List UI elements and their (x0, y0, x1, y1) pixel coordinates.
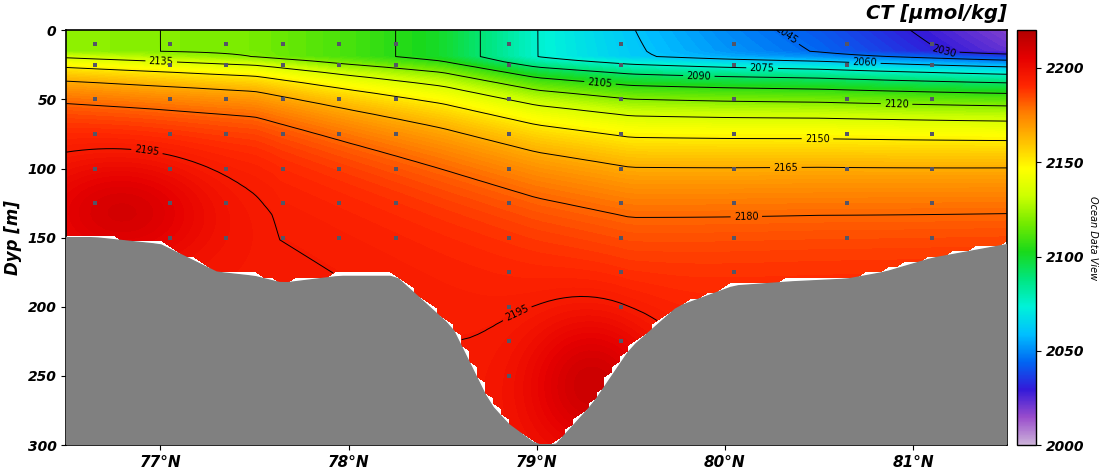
Text: 2090: 2090 (686, 71, 712, 81)
Polygon shape (66, 237, 1008, 445)
Text: 2165: 2165 (774, 163, 798, 173)
Text: 2120: 2120 (884, 99, 909, 109)
Text: 2195: 2195 (134, 145, 160, 158)
Text: 2030: 2030 (930, 44, 957, 59)
Text: 2060: 2060 (852, 57, 877, 68)
Text: 2195: 2195 (504, 303, 530, 323)
Text: 2135: 2135 (149, 56, 173, 67)
Y-axis label: Ocean Data View: Ocean Data View (1088, 196, 1098, 280)
Text: CT [μmol/kg]: CT [μmol/kg] (866, 4, 1008, 23)
Text: 2045: 2045 (772, 24, 799, 46)
Text: 2105: 2105 (587, 77, 613, 89)
Text: 2075: 2075 (749, 63, 775, 73)
Text: 2180: 2180 (734, 211, 759, 222)
Text: 2150: 2150 (806, 134, 830, 144)
Y-axis label: Dyp [m]: Dyp [m] (4, 200, 22, 275)
